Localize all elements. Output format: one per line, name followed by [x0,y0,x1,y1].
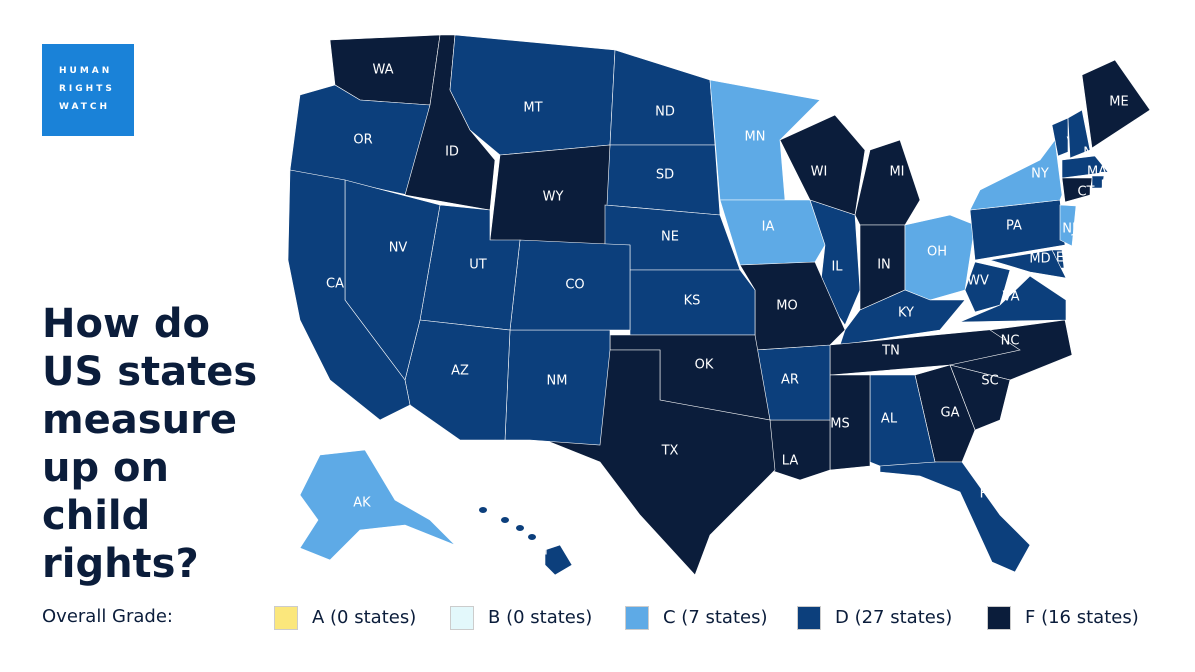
state-label: NM [547,374,568,389]
state [709,79,821,201]
state-label: MT [523,101,542,116]
state [779,114,866,216]
state-label: MD [1029,252,1050,267]
map: WA OR ID MT ND SD WY NE MN IA WI MI IL IN OH KY TN NC SC GA… [287,34,1151,576]
state-label: CO [565,278,584,293]
state-label: CA [326,277,344,292]
state-label: CT [1077,185,1094,200]
state-label: MN [745,130,766,145]
state-label: WA [372,63,393,78]
state [969,139,1063,211]
state-label: OK [695,358,714,373]
legend-heading: Overall Grade: [42,606,173,627]
state [1051,117,1069,157]
state-label: AR [781,373,799,388]
legend-label: D (27 states) [835,607,953,628]
state [609,49,716,146]
legend-item: C (7 states) [625,606,767,630]
state [404,319,511,441]
state-label: OR [353,133,372,148]
legend-swatch [625,606,649,630]
state-label: SD [656,168,674,183]
island [528,534,536,540]
state-label: NJ [1062,222,1076,237]
state [287,169,411,421]
state-label: IA [762,220,775,235]
legend-swatch [450,606,474,630]
state [879,461,1031,573]
state-label: IL [831,260,843,275]
state [1081,59,1151,149]
title: How do US states measure up on child rig… [42,301,258,587]
logo-line: WATCH [59,102,111,112]
state-label: AK [353,496,371,511]
logo: HUMAN RIGHTS WATCH [42,44,134,136]
state-label: IN [877,258,891,273]
state-label: NC [1001,334,1020,349]
state [989,249,1067,279]
state-label: MI [889,165,904,180]
state [299,449,456,561]
state [959,275,1067,323]
state-label: ID [445,145,459,160]
state-label: AL [881,412,898,427]
state-label: NV [389,241,408,256]
state [1061,177,1093,203]
state-label: VA [1003,290,1020,305]
state-label: WI [811,165,828,180]
legend-swatch [274,606,298,630]
island [501,517,509,523]
state-label: OH [927,245,947,260]
state-label: HI [534,544,548,559]
state [1091,175,1105,189]
state [1059,204,1077,247]
legend-swatch [797,606,821,630]
state-label: KS [684,294,701,309]
logo-line: HUMAN [59,66,113,76]
state-label: PA [1006,219,1022,234]
legend: Overall Grade: A (0 states) B (0 states) C… [42,606,1139,630]
state-label: TN [881,344,900,359]
state-label: MS [830,417,849,432]
state [809,199,861,326]
state-label: SC [981,374,998,389]
legend-label: B (0 states) [488,607,593,628]
logo-line: RIGHTS [59,84,115,94]
state [719,199,826,266]
state-label: WY [543,190,564,205]
state-label: AZ [451,364,469,379]
state-label: KY [898,306,914,321]
state-label: MO [776,299,797,314]
legend-item: F (16 states) [987,606,1139,630]
legend-label: F (16 states) [1025,607,1139,628]
state-label: LA [782,454,799,469]
state [964,261,1011,313]
state-label: UT [469,258,487,273]
state-label: ME [1109,95,1128,110]
island [479,507,487,513]
island [516,525,524,531]
state-label: RI [1101,179,1114,194]
state-label: TX [661,444,679,459]
state [1061,155,1109,179]
legend-item: B (0 states) [450,606,592,630]
state-label: GA [941,406,960,421]
legend-swatch [987,606,1011,630]
state-label: FL [980,487,995,502]
state [1067,109,1091,159]
state [544,544,573,576]
state [769,419,831,481]
state-label: ND [655,105,675,120]
legend-label: A (0 states) [312,607,417,628]
legend-item: D (27 states) [797,606,952,630]
state-label: WV [967,274,989,289]
state-label: NE [661,230,679,245]
legend-label: C (7 states) [663,607,768,628]
legend-item: A (0 states) [274,606,416,630]
state-label: NY [1031,167,1049,182]
